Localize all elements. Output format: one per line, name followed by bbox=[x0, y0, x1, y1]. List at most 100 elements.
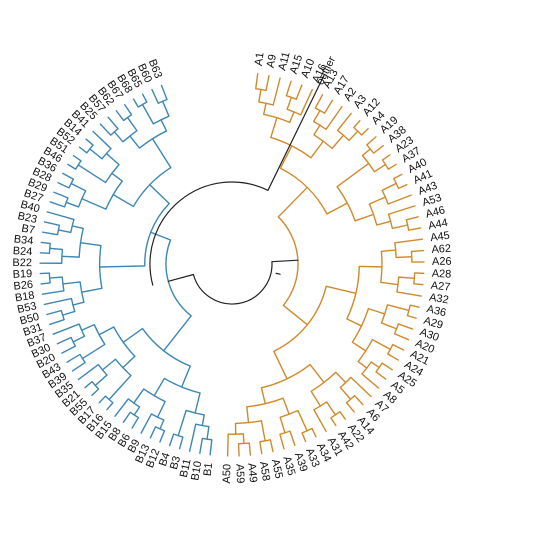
group-b-branch bbox=[206, 425, 210, 440]
group-b-branch bbox=[112, 193, 135, 208]
group-a-branch bbox=[310, 140, 324, 159]
outlier-connector bbox=[149, 181, 269, 286]
group-b-branch bbox=[161, 100, 170, 117]
group-a-branch bbox=[282, 397, 290, 415]
group-a-branch bbox=[381, 154, 391, 161]
group-b-branch bbox=[113, 131, 124, 143]
group-a-branch bbox=[260, 387, 266, 405]
group-a-branch bbox=[361, 148, 372, 157]
group-a-branch bbox=[262, 102, 267, 116]
group-b-branch bbox=[53, 191, 69, 199]
group-a-branch bbox=[325, 105, 343, 131]
group-b-branch bbox=[106, 402, 114, 411]
tip-labels: A1A9A11A15A10A16A13A17A2A3A12A4A19A38A23… bbox=[12, 51, 451, 484]
group-a-branch bbox=[248, 442, 252, 456]
group-b-branch bbox=[39, 252, 51, 255]
group-b-tip-label: B6 bbox=[116, 432, 133, 450]
group-b-branch bbox=[180, 365, 191, 388]
group-b-branch bbox=[160, 84, 168, 101]
group-a-branch bbox=[397, 183, 408, 190]
group-a-branch bbox=[380, 322, 398, 330]
group-a-branch bbox=[408, 227, 422, 231]
group-b-branch bbox=[40, 241, 51, 245]
group-b-branch bbox=[177, 409, 187, 437]
group-a-tip-label: A59 bbox=[233, 464, 246, 484]
group-b-branch bbox=[56, 336, 72, 345]
group-a-branch bbox=[335, 371, 347, 384]
group-b-branch bbox=[126, 116, 138, 132]
group-b-branch bbox=[62, 281, 81, 285]
group-a-branch bbox=[394, 238, 424, 244]
group-b-tip-label: B18 bbox=[14, 290, 35, 305]
group-b-branch bbox=[81, 198, 107, 210]
group-b-branch bbox=[133, 406, 141, 416]
group-b-branch bbox=[156, 400, 166, 418]
group-a-branch bbox=[381, 362, 393, 371]
group-a-branch bbox=[297, 409, 308, 432]
group-b-branch bbox=[111, 172, 123, 182]
group-a-branch bbox=[409, 304, 420, 308]
group-b-branch bbox=[84, 380, 93, 389]
group-b-branch bbox=[115, 110, 125, 122]
group-b-branch bbox=[98, 326, 115, 336]
group-a-tip-label: A36 bbox=[426, 303, 448, 319]
group-b-branch bbox=[159, 430, 166, 443]
root-connector bbox=[192, 261, 273, 305]
group-b-branch bbox=[151, 88, 159, 104]
group-b-branch bbox=[149, 426, 157, 439]
group-a-branch bbox=[336, 162, 370, 188]
group-a-branch bbox=[314, 93, 324, 109]
group-a-branch bbox=[299, 88, 313, 116]
group-a-branch bbox=[368, 196, 386, 205]
group-a-branch bbox=[387, 353, 399, 361]
group-b-tip-label: B19 bbox=[12, 268, 32, 281]
group-b-branch bbox=[77, 164, 107, 184]
group-b-branch bbox=[79, 242, 102, 247]
group-a-branch bbox=[286, 96, 293, 110]
group-a-branch bbox=[311, 427, 317, 438]
group-a-branch bbox=[295, 84, 303, 100]
group-b-branch bbox=[122, 355, 136, 369]
group-a-branch bbox=[406, 314, 417, 319]
group-a-tip-label: A55 bbox=[269, 458, 285, 480]
group-a-branch bbox=[410, 249, 425, 253]
group-b-branch bbox=[199, 437, 204, 454]
group-a-branch bbox=[312, 109, 321, 123]
group-a-branch bbox=[313, 124, 321, 136]
group-b-branch bbox=[72, 335, 86, 343]
group-b-branch bbox=[209, 439, 213, 456]
group-a-branch bbox=[376, 220, 392, 226]
group-a-branch bbox=[353, 120, 361, 129]
group-a-branch bbox=[282, 304, 309, 326]
group-a-branch bbox=[375, 371, 387, 380]
group-a-branch bbox=[391, 224, 409, 230]
group-b-branch bbox=[160, 119, 168, 132]
group-b-branch bbox=[41, 290, 65, 295]
group-b-tip-label: B23 bbox=[16, 210, 38, 226]
root-branch-a bbox=[271, 259, 299, 263]
group-a-branch bbox=[285, 80, 292, 97]
group-b-branch bbox=[108, 374, 132, 401]
group-a-branch bbox=[242, 433, 245, 445]
group-b-branch bbox=[99, 123, 112, 136]
group-b-branch bbox=[201, 414, 205, 427]
group-b-branch bbox=[188, 423, 197, 452]
group-b-branch bbox=[92, 130, 112, 150]
group-b-branch bbox=[72, 301, 85, 306]
group-a-branch bbox=[279, 416, 286, 434]
root-branch-b bbox=[167, 273, 194, 282]
group-b-branch bbox=[46, 309, 63, 316]
group-a-branch bbox=[325, 401, 337, 416]
group-b-branch bbox=[80, 287, 103, 293]
group-a-tip-label: A53 bbox=[421, 192, 443, 209]
group-a-branch bbox=[269, 439, 274, 453]
group-b-branch bbox=[85, 138, 94, 146]
group-b-branch bbox=[81, 343, 106, 360]
group-a-branch bbox=[246, 406, 250, 424]
group-a-branch bbox=[398, 276, 416, 280]
group-a-branch bbox=[370, 361, 380, 369]
group-b-branch bbox=[163, 315, 192, 352]
group-b-branch bbox=[49, 247, 64, 251]
group-a-branch bbox=[380, 281, 399, 286]
